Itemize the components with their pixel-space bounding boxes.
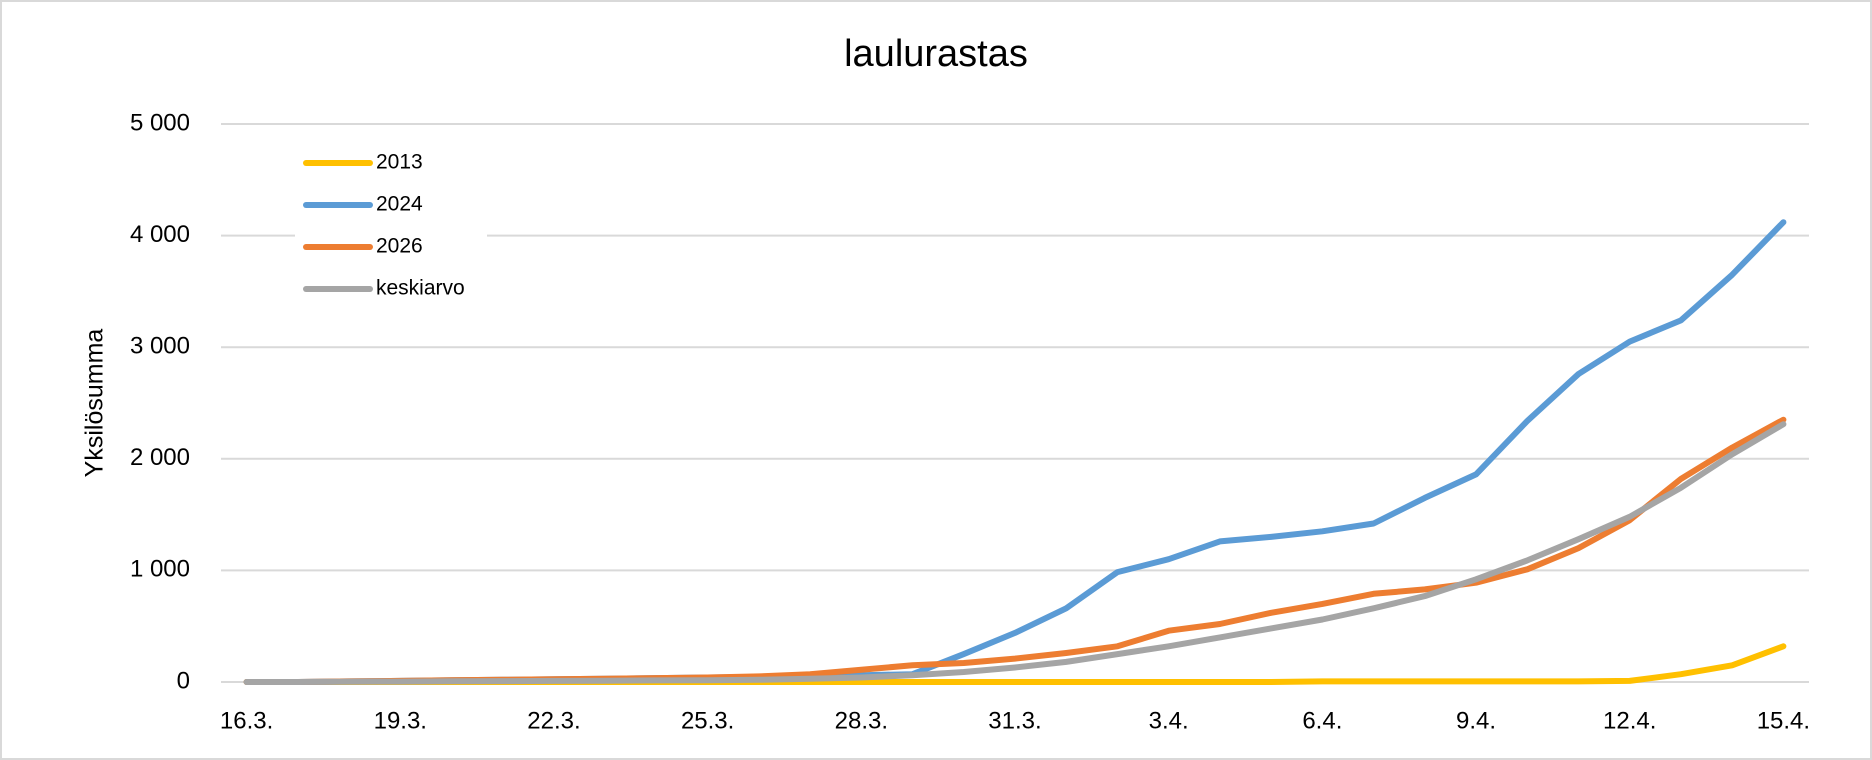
y-tick-label: 5 000 xyxy=(130,109,190,136)
y-tick-label: 2 000 xyxy=(130,444,190,471)
legend-label: 2024 xyxy=(376,193,423,216)
x-tick-label: 3.4. xyxy=(1149,707,1189,734)
x-tick-label: 22.3. xyxy=(527,707,580,734)
series-line xyxy=(243,421,1787,685)
legend-label: 2026 xyxy=(376,235,423,258)
x-tick-label: 16.3. xyxy=(220,707,273,734)
legend-label: 2013 xyxy=(376,151,423,174)
y-axis-label: Yksilösumma xyxy=(81,329,109,478)
x-tick-label: 31.3. xyxy=(988,707,1041,734)
y-tick-label: 3 000 xyxy=(130,333,190,360)
x-tick-label: 12.4. xyxy=(1603,707,1656,734)
x-tick-label: 25.3. xyxy=(681,707,734,734)
y-tick-label: 0 xyxy=(177,667,190,694)
legend-box xyxy=(295,145,487,313)
legend-label: keskiarvo xyxy=(376,277,465,300)
x-tick-label: 15.4. xyxy=(1757,707,1810,734)
y-tick-label: 1 000 xyxy=(130,556,190,583)
x-tick-label: 19.3. xyxy=(374,707,427,734)
x-tick-label: 28.3. xyxy=(835,707,888,734)
x-tick-label: 6.4. xyxy=(1302,707,1342,734)
x-tick-label: 9.4. xyxy=(1456,707,1496,734)
y-tick-label: 4 000 xyxy=(130,221,190,248)
chart-title: laulurastas xyxy=(844,33,1028,75)
